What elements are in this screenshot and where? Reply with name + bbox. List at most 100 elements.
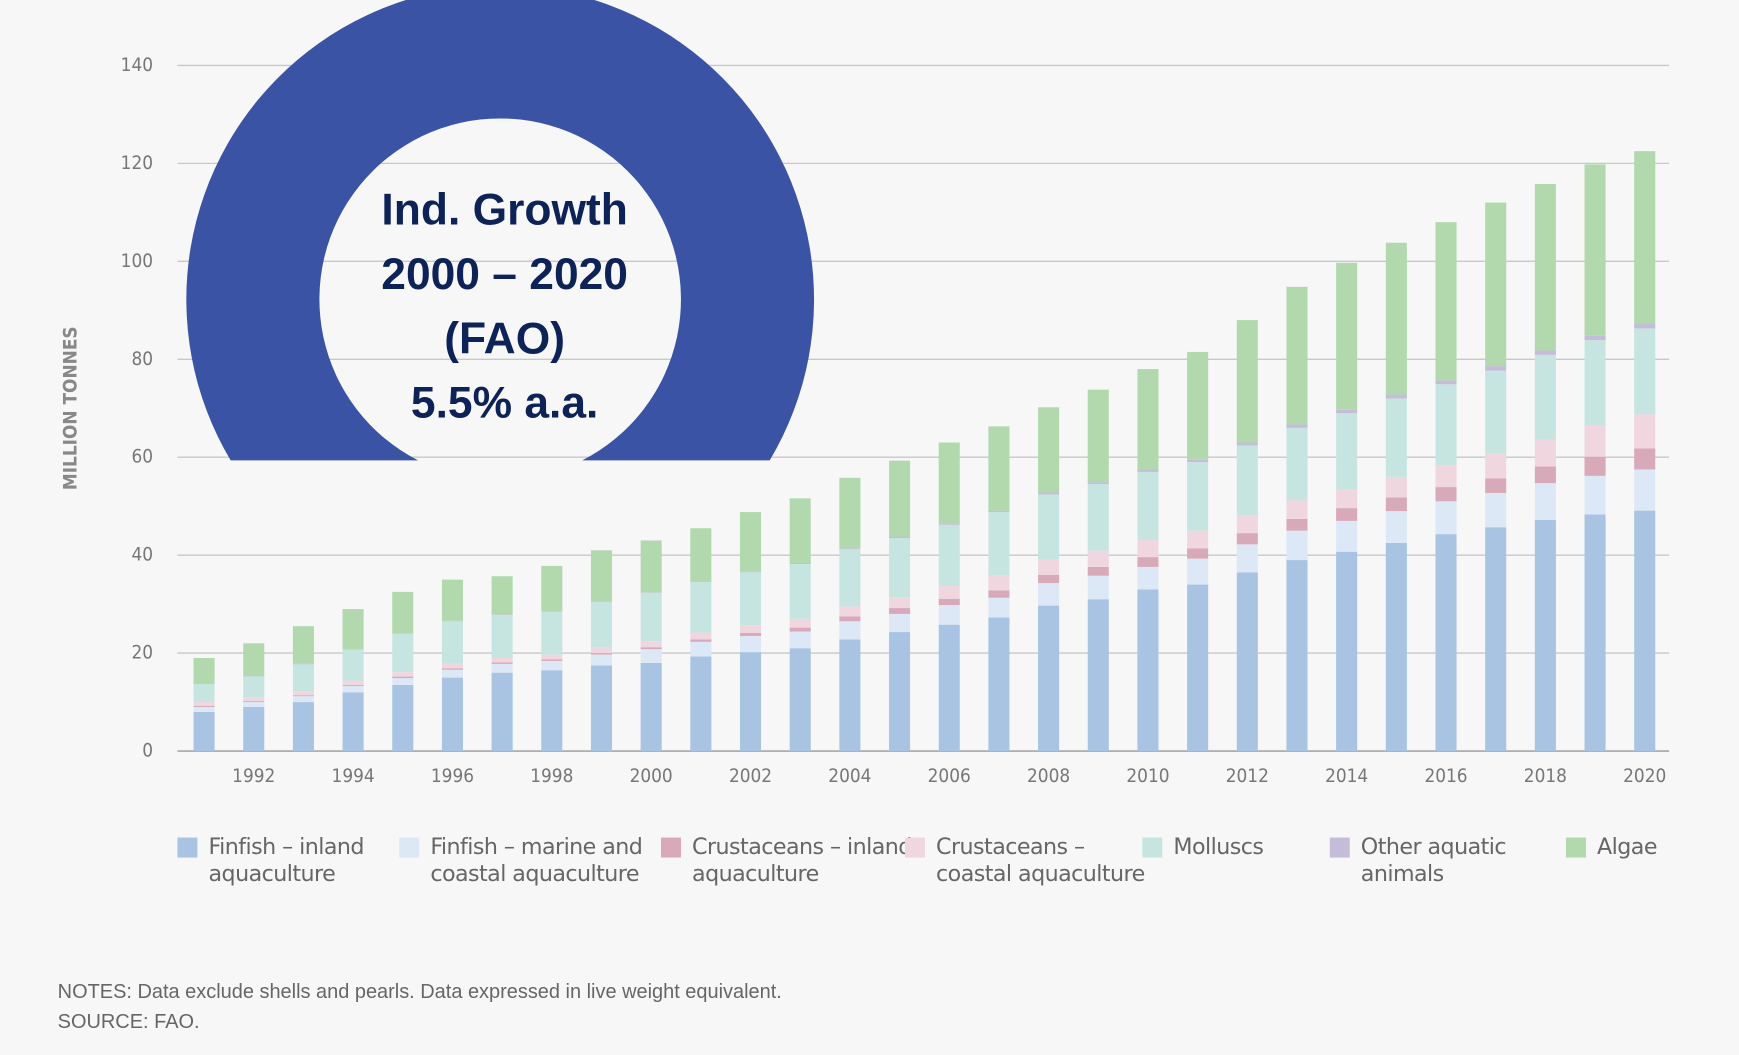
bar-segment (193, 711, 215, 752)
x-tick-label: 2006 (928, 766, 971, 787)
bar-segment (1385, 542, 1407, 752)
legend-item: Other aquatic animals (1329, 833, 1507, 886)
legend-label: Molluscs (1173, 833, 1264, 860)
bar-segment (1485, 366, 1507, 371)
bar-segment (243, 702, 265, 707)
bar-segment (1236, 533, 1258, 545)
bar-segment (640, 649, 662, 663)
bar-segment (739, 652, 762, 752)
legend-swatch (1142, 837, 1163, 858)
bar-segment (1286, 500, 1308, 519)
annotation: Ind. Growth (381, 186, 627, 235)
bar-segment (640, 592, 662, 642)
bar-segment (1534, 519, 1556, 752)
legend-swatch (1329, 837, 1350, 858)
bar-segment (590, 654, 613, 666)
bar-segment (739, 571, 762, 573)
bar-segment (1336, 262, 1358, 410)
legend-label: Crustaceans – inland aquaculture (692, 833, 912, 887)
bar-segment (541, 670, 563, 752)
bar-segment (739, 572, 762, 626)
bar-segment (1385, 476, 1407, 498)
bar-segment (1087, 389, 1109, 483)
bar-segment (541, 654, 563, 660)
bar-segment (739, 633, 762, 636)
bar-segment (938, 523, 960, 525)
bar-segment (789, 562, 811, 564)
legend-label: Finfish – inland aquaculture (208, 833, 365, 887)
bar-segment (193, 705, 215, 707)
legend-label: Crustaceans – coastal aquaculture (936, 833, 1145, 887)
y-tick-label: 120 (121, 153, 153, 174)
bar-segment (243, 643, 265, 677)
bar-segment (1485, 478, 1507, 493)
bar-segment (1485, 453, 1507, 479)
bar-segment (1286, 560, 1308, 752)
bar-segment (1336, 413, 1358, 490)
bar-segment (1187, 351, 1209, 460)
y-tick-label: 0 (142, 741, 153, 762)
bar-segment (392, 678, 414, 685)
legend-label-box: Algae (1597, 833, 1657, 860)
bar-segment (441, 663, 463, 669)
bar-segment (1435, 534, 1457, 752)
bar-segment (690, 656, 712, 752)
legend-swatch (399, 837, 420, 858)
bar-segment (392, 591, 414, 634)
bar-segment (839, 477, 861, 549)
x-tick-label: 1996 (431, 766, 474, 787)
bar-segment (1137, 471, 1159, 540)
bar-segment (1584, 164, 1606, 336)
bar-segment (590, 665, 613, 752)
bar-segment (640, 647, 662, 650)
legend-item: Crustaceans – coastal aquaculture (904, 833, 1145, 887)
bar-segment (1236, 514, 1258, 534)
y-tick-label: 40 (131, 545, 153, 566)
bar-segment (839, 549, 861, 607)
bar-segment (491, 614, 513, 658)
x-tick-label: 2016 (1424, 766, 1467, 787)
bar-segment (988, 512, 1010, 576)
bar-segment (441, 621, 463, 664)
bar-segment (889, 536, 911, 539)
legend-item: Finfish – marine and coastal aquaculture (399, 833, 643, 886)
bar-segment (342, 685, 364, 693)
bar-segment (988, 575, 1010, 591)
bar-segment (1038, 583, 1060, 606)
bar-segment (1038, 605, 1060, 752)
bar-segment (1485, 527, 1507, 752)
bar-segment (1385, 242, 1407, 395)
bar-segment (1634, 328, 1656, 415)
bar-segment (392, 633, 414, 673)
bar-segment (988, 510, 1010, 513)
bar-segment (292, 626, 314, 664)
bar-segment (1038, 494, 1060, 560)
bar-segment (640, 662, 662, 752)
bar-segment (1385, 497, 1407, 512)
bar-segment (988, 617, 1010, 752)
bar-segment (1236, 445, 1258, 515)
bar-segment (491, 657, 513, 663)
bar-segment (1336, 409, 1358, 414)
bar-segment (1584, 456, 1606, 476)
bar-segment (243, 701, 265, 703)
bar-segment (1137, 566, 1159, 590)
bar-segment (1187, 530, 1209, 549)
bar-segment (1336, 508, 1358, 521)
legend-item: Molluscs (1142, 833, 1264, 860)
bar-segment (1534, 350, 1556, 355)
bar-segment (789, 498, 811, 563)
bar-segment (1435, 465, 1457, 488)
bar-segment (1385, 511, 1407, 543)
legend-label-box: Crustaceans – inland aquaculture (692, 833, 912, 887)
bar-segment (441, 669, 463, 678)
bar-segment (889, 460, 911, 537)
bar-segment (1534, 439, 1556, 467)
bar-segment (491, 663, 513, 673)
bar-segment (541, 659, 563, 661)
x-tick-label: 2010 (1126, 766, 1169, 787)
legend-swatch (660, 837, 681, 858)
bar-segment (1087, 484, 1109, 551)
